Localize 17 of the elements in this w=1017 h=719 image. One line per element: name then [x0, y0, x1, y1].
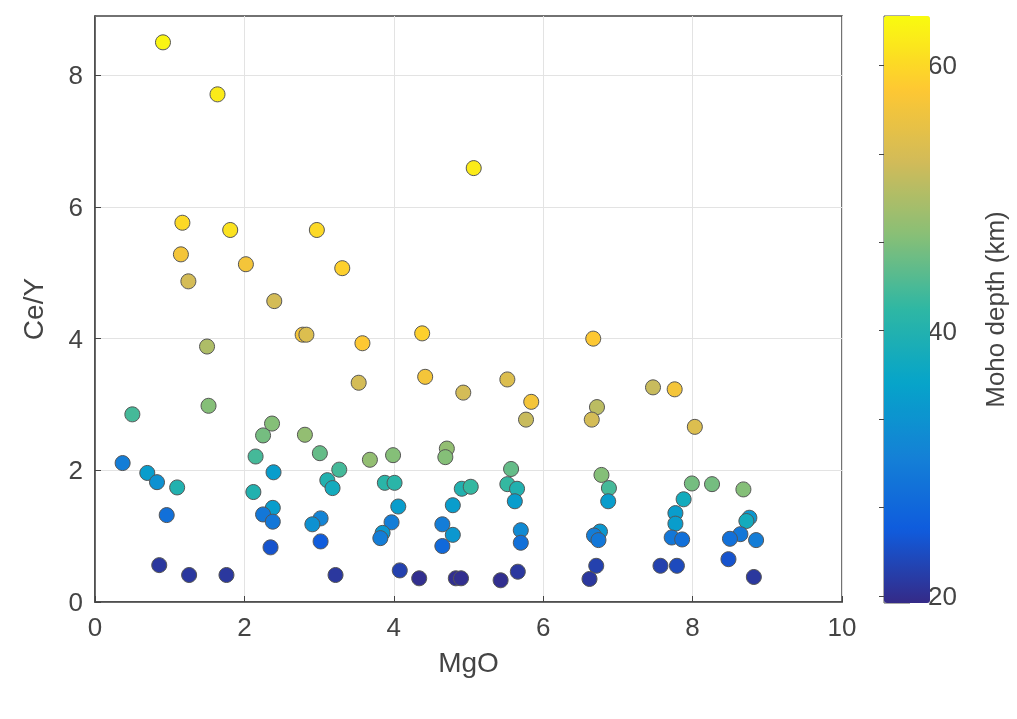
x-tick-label: 0	[87, 612, 103, 642]
y-tick-label: 2	[68, 455, 83, 486]
x-axis-title: MgO	[438, 646, 499, 678]
y-tick-label: 0	[68, 587, 83, 617]
y-tick-label: 4	[68, 323, 83, 354]
x-tick-label: 10	[827, 612, 857, 642]
x-tick-label: 4	[386, 612, 402, 642]
y-axis-title: Ce/Y	[17, 277, 49, 341]
y-tick-label: 8	[68, 60, 83, 91]
x-tick-label: 6	[535, 612, 551, 642]
x-tick-label: 2	[237, 612, 252, 642]
color-bar-label: 40	[928, 315, 957, 346]
x-tick-label: 8	[685, 612, 700, 642]
color-bar-label: 60	[928, 50, 957, 81]
color-bar-title: Moho depth (km)	[980, 211, 1010, 408]
color-bar-label: 20	[928, 581, 957, 612]
y-tick-label: 6	[68, 191, 83, 222]
